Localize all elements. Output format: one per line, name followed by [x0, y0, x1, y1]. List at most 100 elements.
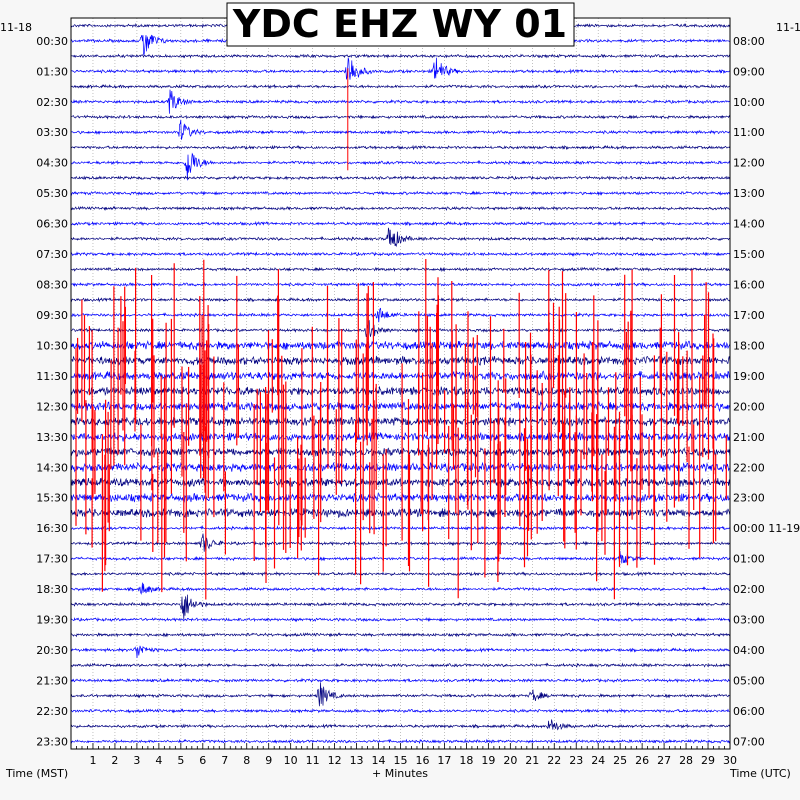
left-time-label: 17:30 — [36, 553, 68, 566]
x-tick-label: 30 — [723, 754, 737, 767]
x-tick-label: 10 — [284, 754, 298, 767]
x-tick-label: 5 — [177, 754, 184, 767]
left-time-label: 14:30 — [36, 461, 68, 474]
right-time-label: 00:00 11-19 — [733, 522, 800, 535]
left-axis-title: Time (MST) — [5, 767, 68, 780]
left-time-label: 04:30 — [36, 157, 68, 170]
trace-row-24 — [70, 385, 731, 397]
left-time-label: 06:30 — [36, 218, 68, 231]
trace-row-6 — [70, 114, 731, 120]
x-tick-label: 1 — [89, 754, 96, 767]
trace-row-14 — [70, 227, 730, 248]
left-time-label: 18:30 — [36, 583, 68, 596]
left-time-label: 23:30 — [36, 735, 68, 748]
trace-row-37 — [70, 582, 730, 595]
x-tick-label: 14 — [372, 754, 386, 767]
trace-row-40 — [70, 632, 731, 638]
right-time-label: 09:00 — [733, 65, 765, 78]
trace-row-19 — [70, 307, 730, 323]
trace-row-42 — [70, 662, 730, 668]
right-time-label: 16:00 — [733, 279, 765, 292]
trace-row-44 — [70, 682, 730, 707]
trace-row-23 — [70, 370, 731, 382]
right-time-label: 06:00 — [733, 705, 765, 718]
trace-row-4 — [70, 83, 730, 90]
x-tick-label: 20 — [503, 754, 517, 767]
right-time-label: 04:00 — [733, 644, 765, 657]
x-tick-label: 26 — [635, 754, 649, 767]
right-time-label: 12:00 — [733, 157, 765, 170]
right-time-label: 05:00 — [733, 674, 765, 687]
left-time-label: 08:30 — [36, 279, 68, 292]
left-time-label: 12:30 — [36, 400, 68, 413]
trace-row-39 — [70, 616, 731, 623]
trace-row-10 — [70, 175, 731, 181]
x-tick-label: 6 — [199, 754, 206, 767]
left-time-label: 00:30 — [36, 35, 68, 48]
trace-row-46 — [70, 719, 731, 731]
x-tick-label: 13 — [350, 754, 364, 767]
right-time-label: 13:00 — [733, 187, 765, 200]
left-time-label: 15:30 — [36, 492, 68, 505]
right-time-label: 21:00 — [733, 431, 765, 444]
trace-row-47 — [70, 738, 731, 744]
left-time-label: 03:30 — [36, 126, 68, 139]
left-time-label: 05:30 — [36, 187, 68, 200]
clipped-signals — [75, 68, 727, 600]
x-tick-label: 11 — [306, 754, 320, 767]
trace-row-12 — [70, 205, 730, 212]
trace-row-17 — [70, 281, 731, 288]
right-time-label: 20:00 — [733, 400, 765, 413]
x-tick-label: 15 — [394, 754, 408, 767]
trace-row-9 — [70, 152, 731, 181]
x-tick-label: 25 — [613, 754, 627, 767]
trace-row-18 — [70, 296, 731, 303]
left-time-label: 07:30 — [36, 248, 68, 261]
left-time-label: 01:30 — [36, 65, 68, 78]
x-tick-label: 19 — [481, 754, 495, 767]
right-time-label: 17:00 — [733, 309, 765, 322]
trace-row-45 — [70, 708, 730, 714]
right-time-label: 18:00 — [733, 339, 765, 352]
x-tick-label: 17 — [437, 754, 451, 767]
right-axis-title: Time (UTC) — [729, 767, 791, 780]
left-date-label: 11-18 — [0, 21, 32, 34]
x-tick-label: 9 — [265, 754, 272, 767]
seismic-traces — [70, 23, 731, 744]
right-date-label: 11-1 — [776, 21, 800, 34]
right-time-label: 07:00 — [733, 735, 765, 748]
right-time-label: 11:00 — [733, 126, 765, 139]
right-time-label: 03:00 — [733, 614, 765, 627]
minute-gridlines — [92, 18, 709, 749]
trace-row-36 — [70, 571, 731, 577]
trace-row-41 — [70, 645, 730, 659]
x-tick-label: 21 — [525, 754, 539, 767]
left-time-label: 22:30 — [36, 705, 68, 718]
trace-row-15 — [70, 251, 731, 257]
left-time-label: 13:30 — [36, 431, 68, 444]
right-time-label: 08:00 — [733, 35, 765, 48]
x-axis-title: + Minutes — [372, 767, 428, 780]
trace-row-16 — [70, 266, 730, 273]
x-tick-label: 16 — [415, 754, 429, 767]
right-time-label: 15:00 — [733, 248, 765, 261]
x-axis-ticks: 1 2 3 4 5 6 7 8 9 10 11 12 13 14 15 16 17 18 19 20 21 22 23 24 2… — [70, 743, 737, 767]
trace-row-5 — [70, 89, 730, 114]
x-tick-label: 3 — [133, 754, 140, 767]
x-tick-label: 4 — [155, 754, 162, 767]
right-time-label: 01:00 — [733, 553, 765, 566]
right-time-label: 10:00 — [733, 96, 765, 109]
right-time-label: 22:00 — [733, 461, 765, 474]
trace-row-11 — [70, 190, 731, 196]
trace-row-13 — [70, 220, 731, 227]
trace-row-21 — [70, 339, 731, 352]
left-time-label: 11:30 — [36, 370, 68, 383]
trace-row-38 — [70, 594, 730, 620]
right-time-label: 19:00 — [733, 370, 765, 383]
left-time-label: 02:30 — [36, 96, 68, 109]
right-time-label: 14:00 — [733, 218, 765, 231]
left-time-label: 10:30 — [36, 339, 68, 352]
x-tick-label: 2 — [111, 754, 118, 767]
right-time-label: 02:00 — [733, 583, 765, 596]
